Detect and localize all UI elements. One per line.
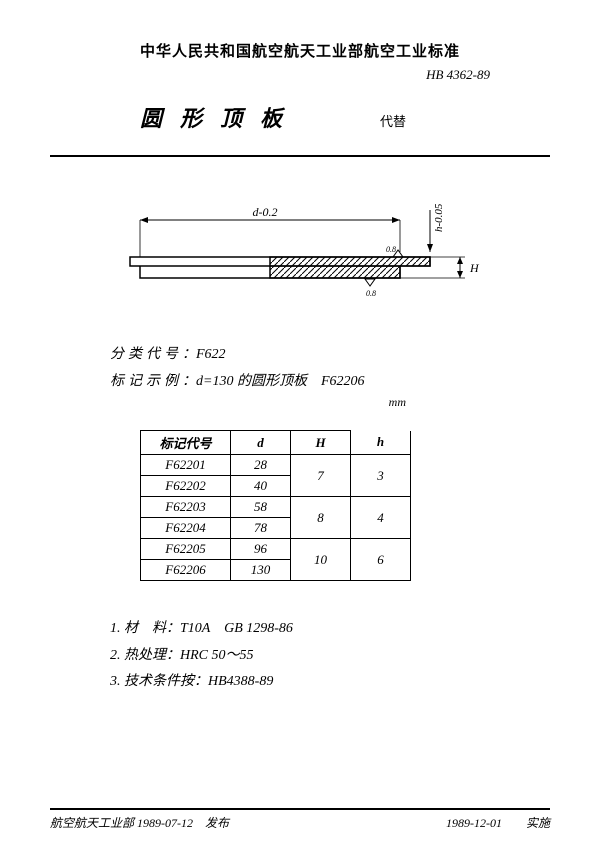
table-row: F6220596106 (141, 539, 411, 560)
doc-title: 圆形顶板 (140, 101, 300, 133)
org-title: 中华人民共和国航空航天工业部航空工业标准 (50, 40, 550, 61)
table-header: H (291, 431, 351, 455)
table-header: 标记代号 (141, 431, 231, 455)
standard-code: HB 4362-89 (50, 67, 550, 83)
svg-text:0.8: 0.8 (386, 245, 396, 254)
dim-H-label: H (469, 261, 480, 275)
notes: 1. 材 料：T10A GB 1298-86 2. 热处理：HRC 50～55 … (50, 616, 550, 696)
mark-example-line: 标记示例：d=130 的圆形顶板 F62206 (110, 369, 550, 396)
table-row: F622035884 (141, 497, 411, 518)
table-row: F622012873 (141, 455, 411, 476)
table-header: h (351, 431, 411, 455)
footer-left: 航空航天工业部 1989-07-12 发布 (50, 814, 229, 831)
dim-h-label: h-0.05 (433, 203, 445, 232)
divider (50, 155, 550, 157)
svg-text:0.8: 0.8 (366, 289, 376, 298)
replace-label: 代替 (380, 111, 406, 130)
footer: 航空航天工业部 1989-07-12 发布 1989-12-01 实施 (50, 808, 550, 831)
class-code-line: 分类代号：F622 (110, 342, 550, 369)
engineering-diagram: d-0.2 h-0.05 0.8 0.8 H (110, 202, 490, 312)
spec-table: 标记代号dHhF622012873F6220240F622035884F6220… (140, 430, 411, 581)
footer-right: 1989-12-01 实施 (446, 814, 550, 831)
table-header: d (231, 431, 291, 455)
dim-d-label: d-0.2 (253, 205, 278, 219)
